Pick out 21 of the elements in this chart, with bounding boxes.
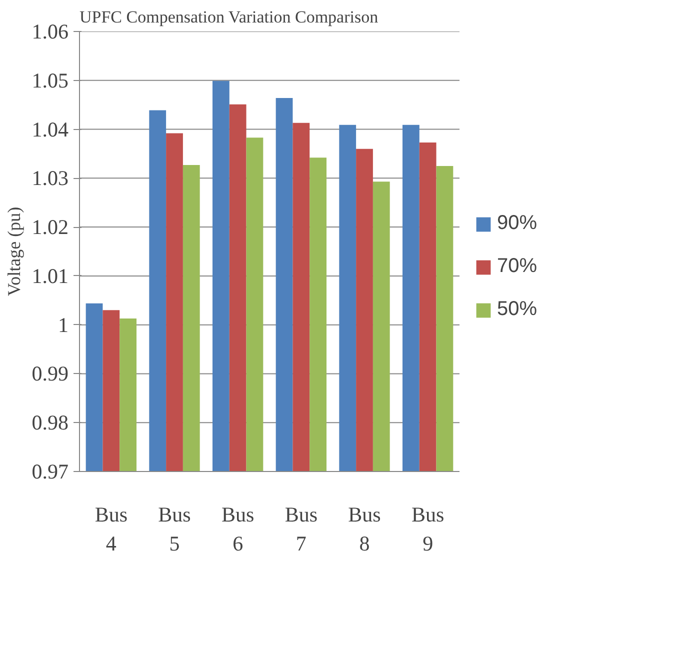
y-tick-label: 1.02 — [32, 215, 68, 240]
y-tick-label: 1.01 — [32, 264, 68, 288]
y-tick-label: 1.05 — [32, 68, 68, 92]
y-axis-title: Voltage (pu) — [4, 206, 24, 296]
y-tick-label: 0.98 — [32, 410, 68, 435]
y-tick-label: 0.97 — [32, 460, 68, 484]
y-tick-label: 1 — [58, 312, 68, 337]
x-tick-label: Bus 9 — [411, 502, 444, 556]
y-tick-label: 1.04 — [32, 117, 69, 142]
legend-label: 50% — [497, 298, 538, 321]
x-tick-label: Bus 6 — [221, 502, 254, 556]
y-tick-label: 0.99 — [32, 362, 68, 386]
x-tick-label: Bus 7 — [284, 502, 318, 556]
x-tick-label: Bus 4 — [94, 502, 128, 556]
legend-label: 90% — [497, 212, 538, 235]
y-tick-label: 1.03 — [32, 166, 68, 190]
x-tick-label: Bus 5 — [158, 502, 191, 556]
y-tick-label: 1.06 — [32, 20, 68, 44]
legend-label: 70% — [497, 255, 538, 278]
chart-title: UPFC Compensation Variation Comparison — [80, 8, 379, 26]
x-tick-label: Bus 8 — [348, 502, 381, 556]
